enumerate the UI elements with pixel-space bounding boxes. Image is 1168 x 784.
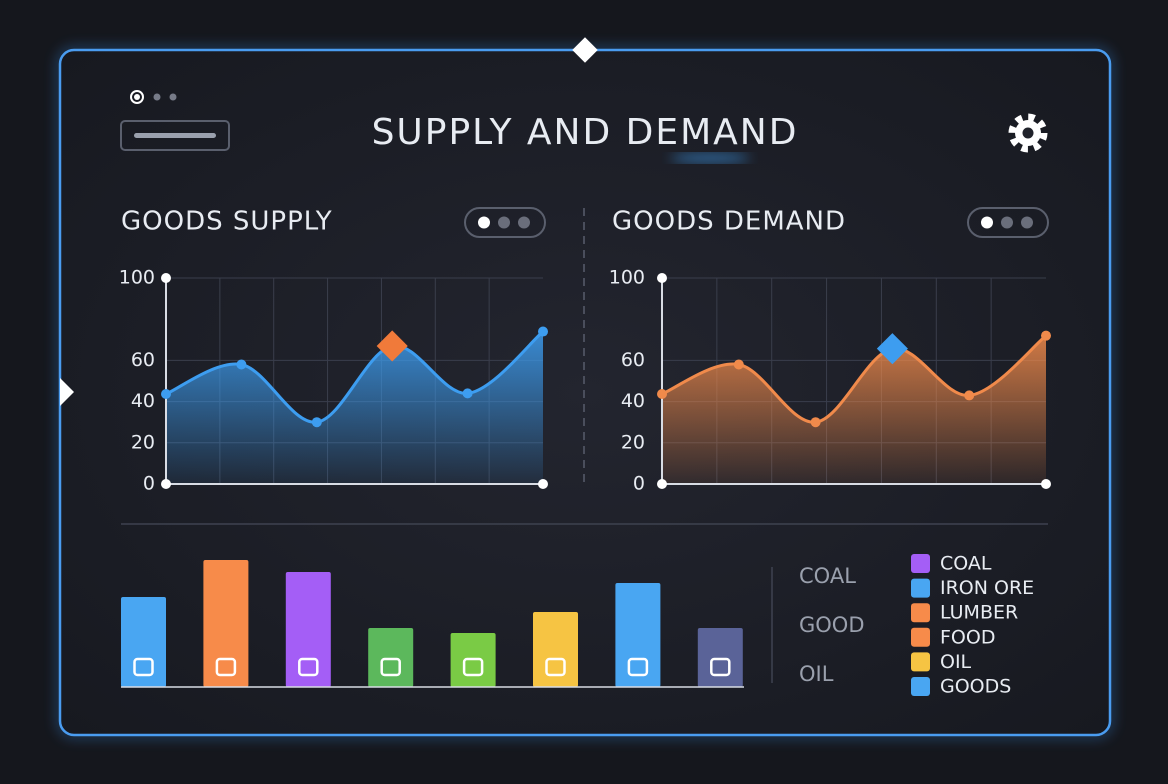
toggle-dot [478, 216, 490, 229]
top-diamond [572, 37, 598, 63]
title-glow [670, 153, 750, 163]
bar-icon [627, 657, 649, 677]
axis-end [657, 273, 667, 283]
legend-swatch [911, 603, 930, 623]
toggle-dot [1021, 216, 1033, 229]
legend-label: GOODS [940, 676, 1011, 698]
axis-end [161, 479, 171, 489]
y-tick-label: 60 [131, 349, 155, 371]
axis-end [657, 479, 667, 489]
point [311, 417, 322, 428]
bar-icon [545, 657, 566, 677]
bar [533, 612, 578, 687]
toggle-dot [981, 216, 993, 229]
area [166, 331, 543, 484]
toggle-pill [464, 207, 546, 238]
point [733, 359, 744, 370]
page-dot[interactable] [169, 93, 177, 101]
page-dot-fill [134, 94, 140, 100]
bar [203, 560, 249, 687]
axis-end [1041, 479, 1051, 489]
y-tick-label: 20 [621, 431, 645, 453]
side-arrow [60, 378, 74, 406]
legend-swatch [911, 578, 930, 598]
bar [615, 583, 661, 687]
point [538, 326, 548, 337]
bar [121, 597, 166, 687]
y-tick-label: 0 [633, 473, 645, 495]
point [462, 388, 473, 399]
y-tick-label: 100 [119, 267, 155, 289]
page-dot[interactable] [130, 90, 144, 104]
title: SUPPLY AND DEMAND [372, 112, 799, 153]
point [161, 388, 171, 399]
y-tick-label: 40 [621, 390, 645, 412]
toggle[interactable] [967, 207, 1049, 238]
point [1041, 330, 1051, 341]
bar [368, 628, 414, 687]
bar-icon [710, 657, 731, 677]
y-tick-label: 100 [609, 267, 645, 289]
axis-end [161, 273, 171, 283]
toggle[interactable] [464, 207, 546, 238]
legend-label: OIL [940, 651, 972, 673]
chart-title: GOODS DEMAND [612, 207, 846, 237]
toggle-dot [1001, 216, 1013, 229]
legend-swatch [911, 627, 930, 647]
legend-label: IRON ORE [940, 577, 1034, 599]
bar-icon [298, 657, 319, 677]
page-dot[interactable] [153, 93, 161, 101]
gear-hole [1022, 127, 1034, 139]
gear-teeth [1008, 113, 1048, 153]
y-tick-label: 60 [621, 349, 645, 371]
highlight-marker [876, 333, 908, 365]
side-label: GOOD [799, 613, 865, 637]
point [236, 359, 247, 370]
bar [285, 572, 331, 687]
settings-gear[interactable] [1008, 113, 1048, 153]
toggle-dot [498, 216, 510, 229]
legend-swatch [911, 677, 930, 696]
y-tick-label: 20 [131, 431, 155, 453]
legend-label: FOOD [940, 626, 995, 648]
side-label: OIL [799, 662, 834, 686]
y-tick-label: 0 [143, 473, 155, 495]
chart-title: GOODS SUPPLY [121, 207, 333, 237]
toggle-pill [967, 207, 1049, 238]
legend-label: LUMBER [940, 602, 1018, 624]
bar-icon [133, 657, 154, 677]
legend-label: COAL [940, 553, 992, 575]
highlight-marker [376, 330, 408, 362]
legend-swatch [911, 554, 930, 573]
legend-swatch [911, 652, 930, 672]
point [657, 388, 667, 399]
point [810, 417, 821, 428]
bar-icon [215, 657, 237, 677]
menu-bar [134, 133, 216, 138]
area [662, 335, 1046, 484]
side-label: COAL [799, 564, 856, 588]
bar-icon [380, 657, 401, 677]
y-tick-label: 40 [131, 390, 155, 412]
point [964, 390, 975, 401]
bar [697, 628, 743, 687]
axis-end [538, 479, 548, 489]
menu-button[interactable] [120, 120, 230, 151]
toggle-dot [518, 216, 530, 229]
bar-icon [462, 657, 484, 677]
